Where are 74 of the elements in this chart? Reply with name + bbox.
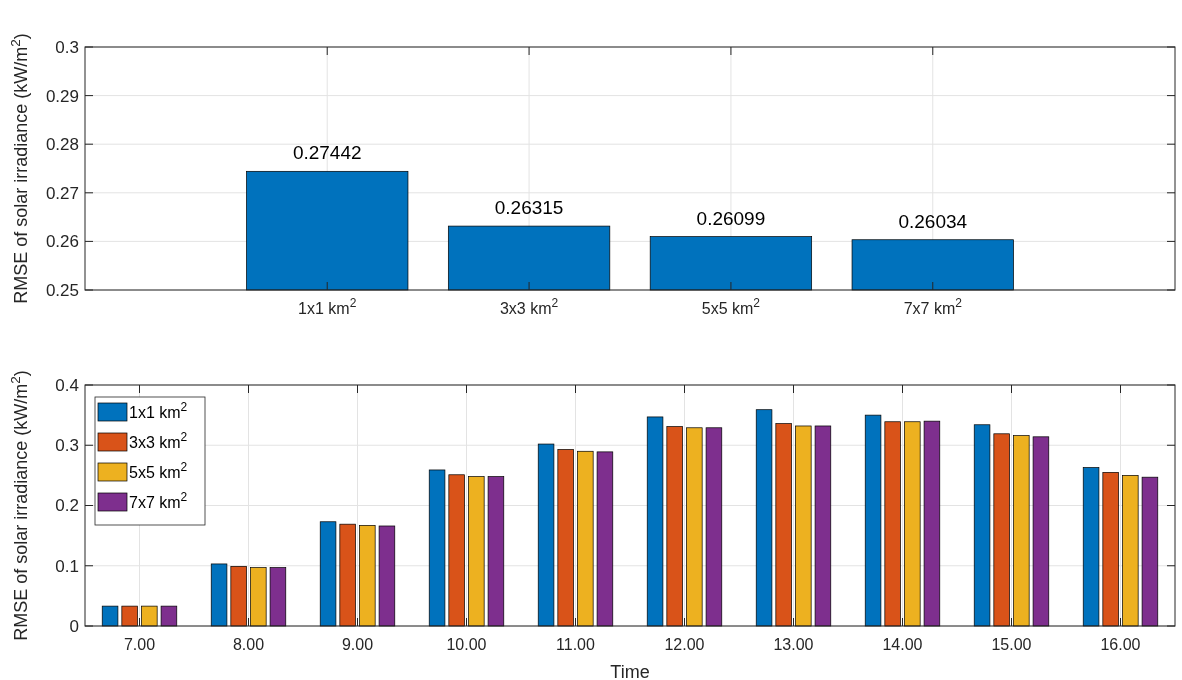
y-tick-label: 0.26 <box>45 232 79 252</box>
bar <box>973 424 991 627</box>
y-tick-label: 0.29 <box>45 86 79 106</box>
bar <box>1082 467 1100 627</box>
x-tick-label: 16.00 <box>1100 636 1141 653</box>
legend-label: 7x7 km$^{2}$ <box>129 490 188 511</box>
bar <box>1141 476 1159 627</box>
y-tick-label: 0 <box>69 616 79 636</box>
bar <box>339 523 356 627</box>
bar <box>755 409 773 627</box>
y-tick-label: 0.28 <box>45 135 79 155</box>
data-label: 0.26034 <box>898 210 968 232</box>
bar <box>795 425 812 627</box>
y-tick-label: 0.2 <box>55 496 79 516</box>
x-tick-label: 8.00 <box>232 636 265 653</box>
bar <box>686 427 703 627</box>
bar <box>557 449 574 627</box>
bar <box>577 450 594 627</box>
bar <box>1122 475 1139 627</box>
bar <box>468 476 485 627</box>
data-label: 0.26099 <box>696 207 766 229</box>
bar <box>359 525 376 627</box>
bar <box>428 469 446 627</box>
x-axis-title: Time <box>610 662 650 680</box>
bar <box>666 426 683 627</box>
bar <box>487 476 505 627</box>
bar <box>230 566 247 627</box>
x-tick-label: 7x7 km$^{2}$ <box>903 296 963 317</box>
data-label: 0.27442 <box>292 142 362 164</box>
bar <box>121 605 138 627</box>
x-tick-label: 10.00 <box>446 636 487 653</box>
x-tick-label: 1x1 km$^{2}$ <box>298 296 357 317</box>
bar <box>884 421 901 627</box>
bar <box>864 414 882 627</box>
y-tick-label: 0.1 <box>55 556 79 576</box>
bar <box>775 423 792 627</box>
y-tick-label: 0.25 <box>45 280 79 300</box>
y-tick-label: 0.27 <box>45 183 79 203</box>
bar <box>923 420 941 627</box>
bar <box>904 421 921 627</box>
x-tick-label: 9.00 <box>341 636 374 653</box>
x-tick-label: 12.00 <box>664 636 705 653</box>
y-tick-label: 0.3 <box>55 436 79 456</box>
x-tick-label: 14.00 <box>882 636 923 653</box>
bar <box>250 567 267 627</box>
bar <box>596 451 614 627</box>
bar <box>210 563 228 627</box>
legend-label: 5x5 km$^{2}$ <box>129 460 188 481</box>
bar <box>160 605 178 627</box>
legend-label: 1x1 km$^{2}$ <box>129 400 188 421</box>
bar <box>1032 436 1050 627</box>
legend-label: 3x3 km$^{2}$ <box>129 430 188 451</box>
x-tick-label: 3x3 km$^{2}$ <box>499 296 559 317</box>
bar <box>705 427 723 627</box>
bar <box>814 425 832 627</box>
y-tick-label: 0.4 <box>55 375 79 395</box>
bar <box>378 525 396 627</box>
bar <box>269 567 287 627</box>
bar <box>141 605 158 627</box>
bar <box>1102 472 1119 627</box>
bar <box>448 474 465 627</box>
x-tick-label: 5x5 km$^{2}$ <box>701 296 761 317</box>
bar <box>646 416 664 627</box>
bar <box>101 605 119 627</box>
x-tick-label: 11.00 <box>556 636 596 653</box>
x-tick-label: 15.00 <box>991 636 1032 653</box>
x-tick-label: 13.00 <box>773 636 814 653</box>
x-tick-label: 7.00 <box>123 636 156 653</box>
bar <box>537 443 555 627</box>
data-label: 0.26315 <box>494 197 564 219</box>
bar <box>1013 435 1030 627</box>
bar <box>993 433 1010 627</box>
bar <box>319 521 337 627</box>
y-tick-label: 0.3 <box>55 37 79 57</box>
